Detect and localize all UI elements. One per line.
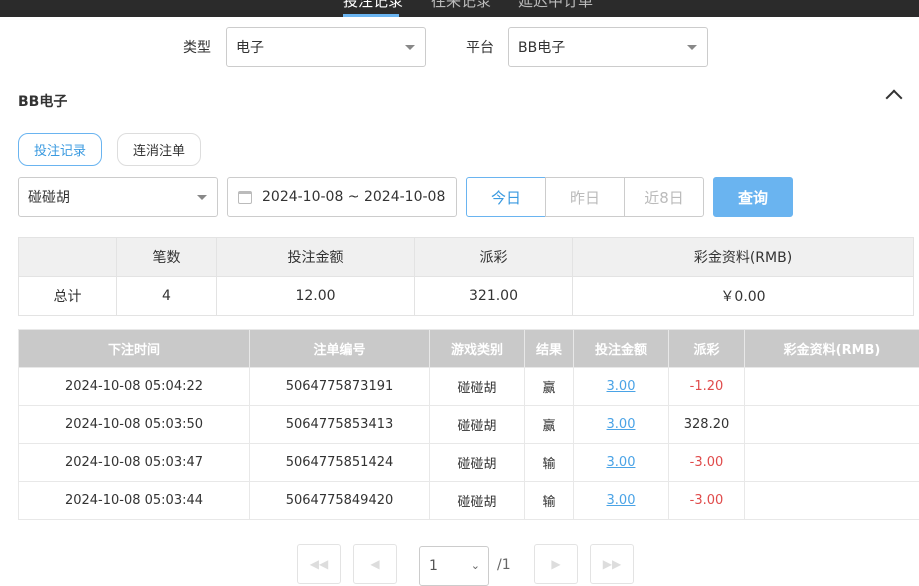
- column-header: 彩金资料(RMB): [745, 330, 919, 368]
- game-select[interactable]: 碰碰胡: [18, 177, 218, 217]
- table-cell: 碰碰胡: [430, 482, 525, 520]
- date-range-value: 2024-10-08 ~ 2024-10-08: [262, 189, 445, 205]
- search-button[interactable]: 查询: [713, 177, 793, 217]
- top-nav: 投注记录 往来记录 延迟中订单: [0, 0, 919, 17]
- platform-value: BB电子: [518, 37, 565, 57]
- summary-table: 笔数 投注金额 派彩 彩金资料(RMB) 总计 4 12.00 321.00 ￥…: [18, 237, 914, 316]
- table-cell: 328.20: [669, 406, 745, 444]
- table-cell: 输: [525, 444, 574, 482]
- bet-amount-link[interactable]: 3.00: [607, 493, 636, 508]
- prev-page-button[interactable]: ◀: [353, 544, 397, 584]
- table-cell: 5064775849420: [250, 482, 430, 520]
- table-cell: 5064775873191: [250, 368, 430, 406]
- tab-bet-records[interactable]: 投注记录: [343, 0, 403, 11]
- summary-cell: 4: [117, 277, 217, 316]
- table-cell: -3.00: [669, 482, 745, 520]
- calendar-icon: [238, 191, 252, 204]
- table-cell: 5064775851424: [250, 444, 430, 482]
- table-cell: 3.00: [574, 444, 669, 482]
- type-select[interactable]: 电子: [226, 27, 426, 67]
- next-page-button[interactable]: ▶: [534, 544, 578, 584]
- records-table: 下注时间 注单编号 游戏类别 结果 投注金额 派彩 彩金资料(RMB) 2024…: [18, 329, 919, 520]
- column-header: 结果: [525, 330, 574, 368]
- summary-cell: ￥0.00: [573, 277, 914, 316]
- table-cell: 碰碰胡: [430, 368, 525, 406]
- table-cell: 输: [525, 482, 574, 520]
- bet-amount-link[interactable]: 3.00: [607, 379, 636, 394]
- table-cell: 3.00: [574, 482, 669, 520]
- summary-header: [19, 238, 117, 277]
- type-value: 电子: [236, 37, 264, 57]
- platform-label: 平台: [466, 37, 494, 57]
- chevron-down-icon: [405, 45, 415, 50]
- summary-header: 彩金资料(RMB): [573, 238, 914, 277]
- active-tab-indicator: [343, 14, 399, 17]
- subtab-bet-records[interactable]: 投注记录: [18, 133, 102, 166]
- summary-cell: 总计: [19, 277, 117, 316]
- type-label: 类型: [183, 37, 211, 57]
- table-cell: 5064775853413: [250, 406, 430, 444]
- table-cell: 2024-10-08 05:03:47: [19, 444, 250, 482]
- tab-delayed-orders[interactable]: 延迟中订单: [518, 0, 593, 11]
- column-header: 下注时间: [19, 330, 250, 368]
- column-header: 派彩: [669, 330, 745, 368]
- column-header: 投注金额: [574, 330, 669, 368]
- column-header: 注单编号: [250, 330, 430, 368]
- table-cell: 赢: [525, 406, 574, 444]
- last-page-button[interactable]: ▶▶: [590, 544, 634, 584]
- today-button[interactable]: 今日: [466, 177, 546, 217]
- page-select[interactable]: 1⌄: [419, 546, 489, 586]
- chevron-down-icon: ⌄: [471, 559, 480, 572]
- section-title: BB电子: [18, 91, 67, 111]
- date-range-input[interactable]: 2024-10-08 ~ 2024-10-08: [227, 177, 457, 217]
- bet-amount-link[interactable]: 3.00: [607, 417, 636, 432]
- summary-header: 投注金额: [217, 238, 415, 277]
- summary-cell: 321.00: [415, 277, 573, 316]
- tab-transactions[interactable]: 往来记录: [431, 0, 491, 11]
- chevron-up-icon[interactable]: [886, 90, 903, 107]
- table-cell: 2024-10-08 05:04:22: [19, 368, 250, 406]
- column-header: 游戏类别: [430, 330, 525, 368]
- subtab-consecutive[interactable]: 连消注单: [117, 133, 201, 166]
- bet-amount-link[interactable]: 3.00: [607, 455, 636, 470]
- summary-cell: 12.00: [217, 277, 415, 316]
- table-cell: 2024-10-08 05:03:50: [19, 406, 250, 444]
- platform-select[interactable]: BB电子: [508, 27, 708, 67]
- table-cell: 3.00: [574, 368, 669, 406]
- table-cell: 赢: [525, 368, 574, 406]
- last-8-days-button[interactable]: 近8日: [624, 177, 704, 217]
- yesterday-button[interactable]: 昨日: [545, 177, 625, 217]
- game-value: 碰碰胡: [28, 187, 70, 207]
- table-cell: -1.20: [669, 368, 745, 406]
- first-page-button[interactable]: ◀◀: [297, 544, 341, 584]
- page-total: /1: [497, 557, 511, 573]
- table-cell: -3.00: [669, 444, 745, 482]
- chevron-down-icon: [197, 195, 207, 200]
- summary-header: 笔数: [117, 238, 217, 277]
- table-cell: 2024-10-08 05:03:44: [19, 482, 250, 520]
- table-cell: 碰碰胡: [430, 444, 525, 482]
- summary-header: 派彩: [415, 238, 573, 277]
- table-cell: 碰碰胡: [430, 406, 525, 444]
- table-cell: 3.00: [574, 406, 669, 444]
- records-header-row: 下注时间 注单编号 游戏类别 结果 投注金额 派彩 彩金资料(RMB): [19, 330, 919, 368]
- table-cell: [745, 368, 919, 406]
- summary-header-row: 笔数 投注金额 派彩 彩金资料(RMB): [19, 238, 914, 277]
- table-cell: [745, 482, 919, 520]
- table-cell: [745, 406, 919, 444]
- chevron-down-icon: [687, 45, 697, 50]
- table-cell: [745, 444, 919, 482]
- summary-row: 总计 4 12.00 321.00 ￥0.00: [19, 277, 914, 316]
